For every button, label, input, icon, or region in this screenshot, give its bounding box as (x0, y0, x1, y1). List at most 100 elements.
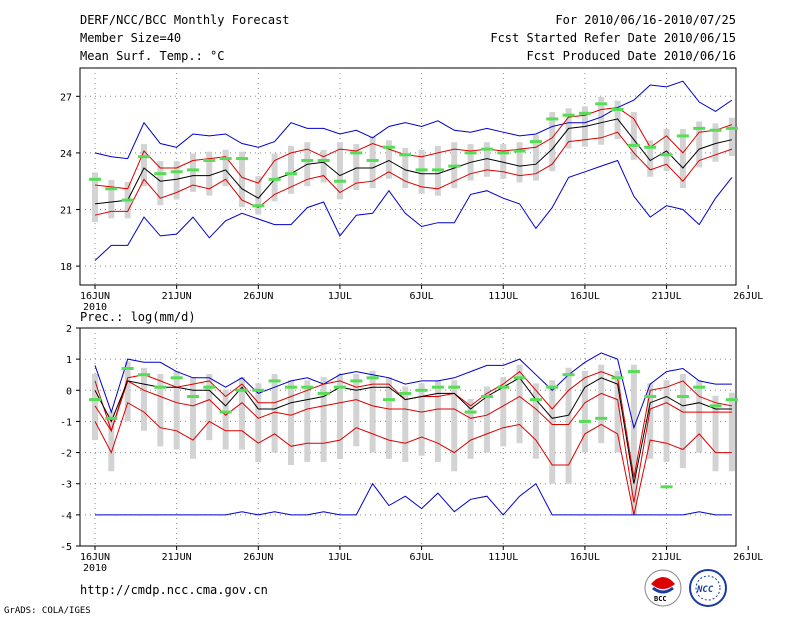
y-tick-label: 18 (60, 262, 72, 273)
y-tick-label: -3 (60, 480, 72, 491)
x-tick-label: 6JUL (410, 552, 434, 563)
range-box (304, 380, 311, 462)
range-box (92, 374, 98, 441)
x-tick-label: 26JUL (733, 552, 763, 563)
range-box (647, 383, 654, 459)
x-tick-label: 26JUN (243, 291, 273, 302)
x-tick-label: 16JUL (570, 552, 600, 563)
range-box (206, 374, 213, 441)
bcc-logo: BCC (644, 569, 682, 607)
range-box (336, 374, 343, 459)
range-box (336, 142, 343, 200)
lower-line (94, 380, 732, 503)
range-box (418, 383, 425, 456)
range-box (287, 146, 294, 194)
range-box (238, 151, 245, 207)
range-box (565, 367, 572, 484)
x-tick-label: 16JUN (80, 291, 110, 302)
range-box (320, 149, 327, 183)
range-box (483, 142, 490, 177)
range-box (696, 121, 703, 168)
range-box (418, 149, 425, 194)
produced-date: Fcst Produced Date 2010/06/16 (526, 49, 736, 63)
range-box (483, 386, 490, 453)
range-box (549, 112, 556, 172)
range-box (434, 380, 441, 462)
ncc-logo-text: NCC (696, 585, 714, 595)
range-box (255, 383, 262, 462)
range-box (500, 377, 507, 447)
x-year-label: 2010 (83, 563, 107, 574)
range-box (451, 380, 458, 472)
min-line (94, 401, 732, 516)
y-tick-label: -4 (60, 511, 72, 522)
range-box (124, 361, 131, 422)
lower-line (94, 131, 733, 216)
y-tick-label: -2 (60, 449, 72, 460)
range-box (663, 129, 670, 172)
range-box (157, 374, 164, 447)
chart-title: DERF/NCC/BCC Monthly Forecast (80, 13, 290, 27)
range-box (189, 153, 196, 192)
range-box (630, 112, 637, 160)
variable-label: Mean Surf. Temp.: °C (80, 49, 225, 63)
lowest-line (95, 482, 732, 516)
range-box (549, 380, 556, 484)
range-box (696, 380, 703, 453)
range-box (271, 153, 278, 202)
x-tick-label: 1JUL (328, 552, 352, 563)
range-box (663, 380, 670, 462)
x-tick-label: 6JUL (410, 291, 434, 302)
y-tick-label: -5 (60, 542, 72, 553)
max-line (94, 80, 733, 160)
y-tick-label: 24 (60, 149, 72, 160)
y-tick-label: 21 (60, 206, 72, 217)
x-tick-label: 11JUL (488, 291, 518, 302)
bcc-logo-text: BCC (654, 595, 667, 603)
source-url: http://cmdp.ncc.cma.gov.cn (80, 583, 268, 597)
plot-frame (79, 327, 737, 547)
range-box (369, 136, 376, 189)
range-box (532, 134, 539, 181)
range-box (712, 395, 719, 472)
min-line (94, 159, 733, 261)
range-box (385, 140, 392, 179)
mean-line (94, 377, 732, 484)
y-tick-label: 0 (66, 386, 72, 397)
range-box (157, 161, 164, 206)
range-box (369, 370, 376, 453)
range-box (712, 123, 719, 162)
range-box (287, 380, 294, 466)
x-tick-label: 21JUN (162, 291, 192, 302)
x-tick-label: 16JUL (570, 291, 600, 302)
y-tick-label: 27 (60, 92, 72, 103)
forecast-period: For 2010/06/16-2010/07/25 (555, 13, 736, 27)
range-box (238, 377, 245, 450)
mean-line (94, 118, 733, 205)
max-line (94, 352, 732, 430)
range-box (173, 161, 180, 200)
range-box (728, 117, 735, 157)
range-box (140, 367, 147, 431)
x-tick-label: 21JUN (162, 552, 192, 563)
range-box (108, 179, 115, 219)
range-box (516, 364, 523, 444)
range-box (255, 176, 262, 215)
x-tick-label: 26JUN (243, 552, 273, 563)
range-box (647, 140, 654, 177)
plot-frame (79, 67, 737, 286)
grads-credit: GrADS: COLA/IGES (4, 606, 91, 616)
range-box (385, 377, 392, 459)
range-box (581, 370, 588, 453)
range-box (402, 386, 409, 462)
y-tick-label: -1 (60, 417, 72, 428)
range-box (206, 151, 213, 196)
range-box (320, 377, 327, 462)
ncc-logo: NCC (689, 569, 727, 607)
range-box (532, 383, 539, 459)
x-tick-label: 21JUL (651, 291, 681, 302)
range-box (614, 100, 621, 140)
y-tick-label: 1 (66, 355, 72, 366)
range-box (189, 377, 196, 459)
x-tick-label: 1JUL (328, 291, 352, 302)
